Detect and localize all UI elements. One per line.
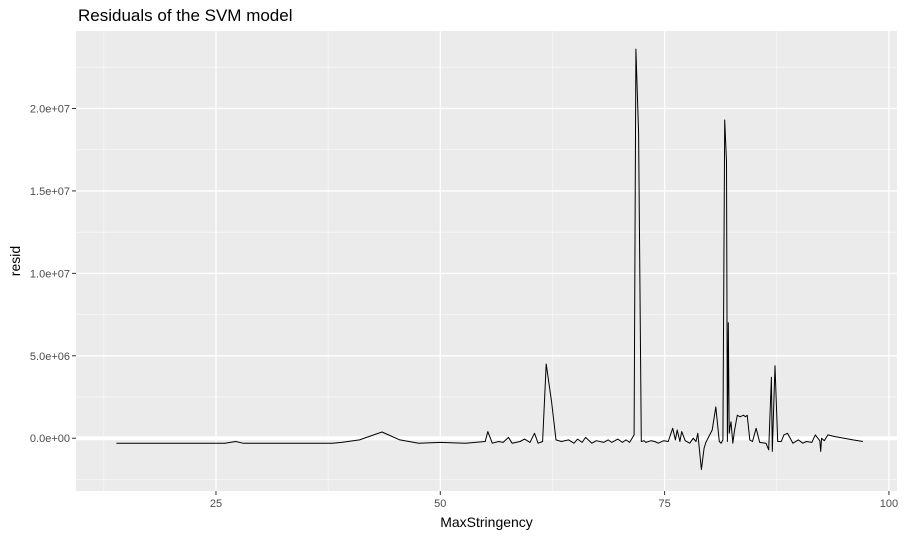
y-tick-label: 0.0e+00 <box>30 433 70 445</box>
x-tick-label: 100 <box>880 498 898 510</box>
y-axis: 0.0e+00 5.0e+06 1.0e+07 1.5e+07 2.0e+07 <box>30 103 76 445</box>
residuals-series-line <box>116 48 863 471</box>
x-axis-title: MaxStringency <box>440 514 533 530</box>
x-tick-label: 75 <box>658 498 670 510</box>
y-axis-title: resid <box>7 246 23 276</box>
y-tick-label: 2.0e+07 <box>30 103 70 115</box>
plot-panel <box>76 31 897 491</box>
x-axis: 25 50 75 100 <box>210 491 898 510</box>
y-tick-label: 1.0e+07 <box>30 268 70 280</box>
y-tick-label: 1.5e+07 <box>30 186 70 198</box>
x-tick-label: 50 <box>434 498 446 510</box>
chart-title: Residuals of the SVM model <box>78 6 293 25</box>
x-tick-label: 25 <box>210 498 222 510</box>
y-tick-label: 5.0e+06 <box>30 351 70 363</box>
